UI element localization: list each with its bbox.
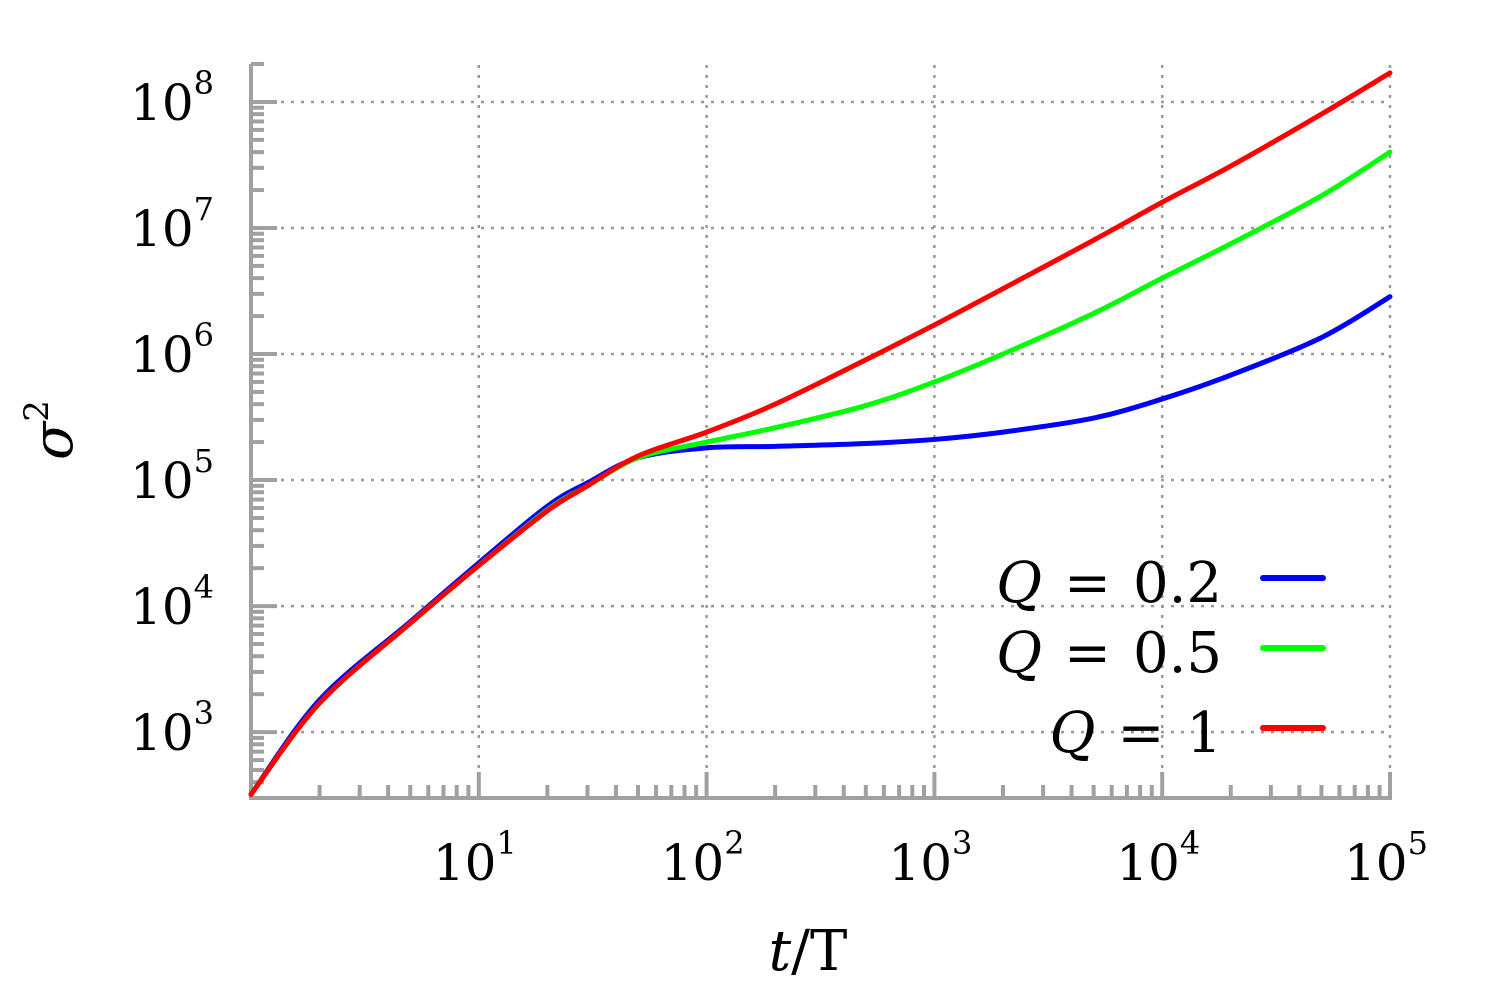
legend-val: 0.5 (1133, 621, 1222, 686)
y-tick-exp: 3 (194, 694, 214, 732)
x-axis-title-rest: /T (791, 919, 847, 984)
legend-label-2: Q = 0.5 (996, 621, 1222, 686)
y-tick-exp: 5 (194, 442, 214, 480)
x-tick-base: 10 (433, 834, 497, 892)
grid (251, 64, 1392, 798)
x-axis-title: t/T (769, 919, 848, 984)
y-tick-exp: 6 (194, 316, 214, 354)
legend: Q = 0.2 Q = 0.5 Q = 1 (996, 551, 1326, 766)
series-line-3 (248, 70, 1393, 797)
legend-var: Q (996, 551, 1042, 616)
y-tick-label: 105 (130, 442, 214, 510)
y-axis-title: σ2 (17, 400, 86, 460)
x-tick-exp: 1 (496, 824, 516, 862)
x-tick-label: 104 (1116, 824, 1200, 892)
x-tick-base: 10 (661, 834, 725, 892)
y-axis-title-exp: 2 (17, 400, 57, 422)
legend-op: = (1064, 621, 1111, 686)
y-tick-exp: 7 (194, 190, 214, 228)
y-tick-base: 10 (130, 578, 194, 636)
legend-label-3: Q = 1 (1050, 701, 1222, 766)
minor-ticks (249, 62, 1392, 800)
series-line-2 (248, 149, 1393, 797)
y-tick-exp: 8 (194, 64, 214, 102)
x-tick-exp: 2 (724, 824, 744, 862)
x-tick-base: 10 (888, 834, 952, 892)
x-tick-base: 10 (1344, 834, 1408, 892)
x-tick-label: 105 (1344, 824, 1428, 892)
x-tick-labels: 101 102 103 104 105 (433, 824, 1428, 892)
axes (249, 64, 1392, 800)
y-tick-label: 108 (130, 64, 214, 132)
series-group (248, 70, 1393, 797)
y-tick-label: 107 (130, 190, 214, 258)
legend-label-1: Q = 0.2 (996, 551, 1222, 616)
legend-val: 1 (1186, 701, 1222, 766)
legend-var: Q (1050, 701, 1096, 766)
legend-op: = (1117, 701, 1164, 766)
legend-var: Q (996, 621, 1042, 686)
y-tick-base: 10 (130, 74, 194, 132)
x-tick-label: 101 (433, 824, 517, 892)
y-tick-exp: 4 (194, 568, 214, 606)
legend-val: 0.2 (1133, 551, 1222, 616)
y-axis-title-base: σ (21, 420, 86, 460)
x-tick-exp: 3 (952, 824, 972, 862)
legend-op: = (1064, 551, 1111, 616)
x-tick-label: 102 (661, 824, 745, 892)
y-tick-label: 103 (130, 694, 214, 762)
x-axis-title-var: t (769, 919, 792, 984)
y-tick-base: 10 (130, 704, 194, 762)
y-tick-base: 10 (130, 326, 194, 384)
x-tick-exp: 5 (1408, 824, 1428, 862)
x-tick-exp: 4 (1180, 824, 1200, 862)
y-tick-base: 10 (130, 200, 194, 258)
x-tick-label: 103 (888, 824, 972, 892)
y-tick-base: 10 (130, 452, 194, 510)
x-tick-base: 10 (1116, 834, 1180, 892)
y-tick-label: 104 (130, 568, 214, 636)
y-tick-label: 106 (130, 316, 214, 384)
